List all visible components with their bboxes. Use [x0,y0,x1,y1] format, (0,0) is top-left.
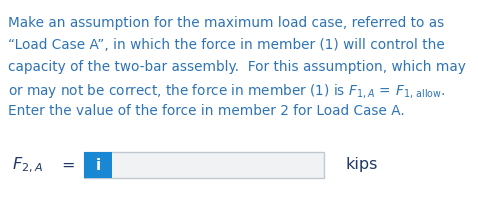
Text: kips: kips [346,157,379,173]
Text: $F_{2,A}$: $F_{2,A}$ [12,155,43,175]
FancyBboxPatch shape [84,152,324,178]
Text: “Load Case A”, in which the force in member (1) will control the: “Load Case A”, in which the force in mem… [8,38,445,52]
Text: i: i [96,157,100,173]
FancyBboxPatch shape [84,152,112,178]
Text: Make an assumption for the maximum load case, referred to as: Make an assumption for the maximum load … [8,16,444,30]
Text: Enter the value of the force in member 2 for Load Case A.: Enter the value of the force in member 2… [8,104,405,118]
Text: =: = [61,157,75,173]
Text: capacity of the two-bar assembly.  For this assumption, which may: capacity of the two-bar assembly. For th… [8,60,466,74]
Text: or may not be correct, the force in member (1) is $F_{1,A}\,{=}\,F_{1,\,\mathrm{: or may not be correct, the force in memb… [8,82,445,100]
